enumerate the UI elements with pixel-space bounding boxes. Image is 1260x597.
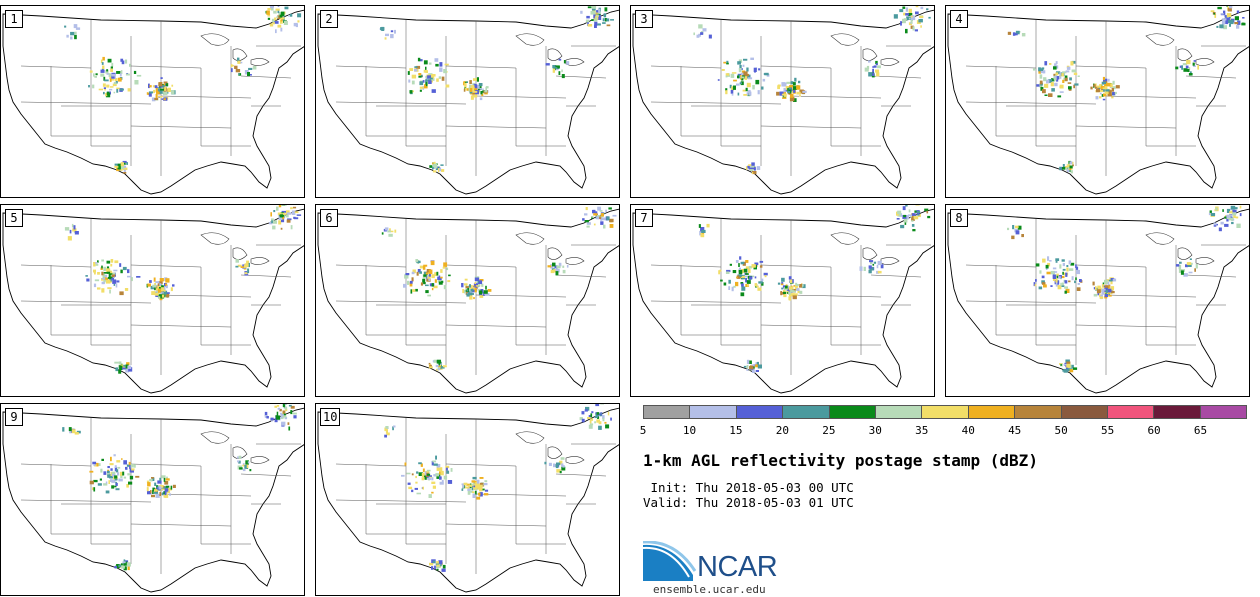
colorbar-segment	[690, 406, 737, 418]
reflectivity-map	[632, 6, 934, 195]
reflectivity-map	[317, 206, 619, 394]
colorbar-tick-label: 60	[1147, 424, 1161, 437]
colorbar-segment	[1061, 406, 1108, 418]
member-number: 8	[950, 209, 968, 227]
ncar-logo-icon	[643, 541, 697, 581]
website-url: ensemble.ucar.edu	[653, 583, 766, 596]
colorbar-segment	[1154, 406, 1201, 418]
stamp-panel-1: 1	[0, 5, 305, 198]
colorbar-segment	[736, 406, 784, 418]
colorbar-tick-label: 30	[868, 424, 882, 437]
member-number: 10	[320, 408, 341, 426]
colorbar-tick-label: 5	[639, 424, 647, 437]
member-number: 3	[635, 10, 653, 28]
stamp-panel-8: 8	[945, 204, 1250, 397]
member-number: 6	[320, 209, 338, 227]
reflectivity-map	[2, 205, 304, 394]
stamp-panel-10: 10	[315, 403, 620, 596]
member-number: 2	[320, 10, 338, 28]
valid-time: Valid: Thu 2018-05-03 01 UTC	[643, 495, 854, 510]
colorbar-tick-label: 35	[915, 424, 929, 437]
colorbar-tick-label: 45	[1008, 424, 1022, 437]
colorbar-segment	[922, 406, 969, 418]
colorbar-tick-label: 55	[1100, 424, 1115, 437]
plot-title: 1-km AGL reflectivity postage stamp (dBZ…	[643, 451, 1038, 470]
reflectivity-map	[317, 6, 619, 195]
colorbar-segment	[1015, 406, 1062, 418]
colorbar-tick-label: 65	[1193, 424, 1208, 437]
stamp-panel-9: 9	[0, 403, 305, 596]
colorbar-tick-label: 40	[961, 424, 975, 437]
member-number: 9	[5, 408, 23, 426]
colorbar	[643, 405, 1247, 419]
colorbar-segment	[1107, 406, 1155, 418]
logo-wordmark: NCAR	[697, 551, 778, 583]
colorbar-segment	[829, 406, 876, 418]
stamp-panel-5: 5	[0, 204, 305, 397]
member-number: 1	[5, 10, 23, 28]
reflectivity-map	[317, 404, 619, 593]
colorbar-tick-label: 20	[775, 424, 789, 437]
colorbar-tick-label: 15	[729, 424, 743, 437]
colorbar-tick-label: 10	[682, 424, 697, 437]
colorbar-segment	[968, 406, 1016, 418]
reflectivity-map	[947, 6, 1249, 195]
stamp-panel-3: 3	[630, 5, 935, 198]
colorbar-ticks: 5 10 15 20 25 30 35 40 45 50 55 60 65	[639, 424, 1247, 438]
stamp-panel-2: 2	[315, 5, 620, 198]
reflectivity-map	[2, 6, 304, 195]
member-number: 7	[635, 209, 653, 227]
colorbar-segment	[1200, 406, 1247, 418]
init-time: Init: Thu 2018-05-03 00 UTC	[643, 480, 854, 495]
member-number: 4	[950, 10, 968, 28]
stamp-panel-6: 6	[315, 204, 620, 397]
member-number: 5	[5, 209, 23, 227]
stamp-panel-7: 7	[630, 204, 935, 397]
colorbar-tick-label: 25	[822, 424, 836, 437]
stamp-panel-4: 4	[945, 5, 1250, 198]
reflectivity-map	[632, 205, 934, 394]
colorbar-segment	[644, 406, 691, 418]
colorbar-segment	[875, 406, 923, 418]
reflectivity-map	[947, 205, 1249, 394]
colorbar-tick-label: 50	[1054, 424, 1068, 437]
colorbar-segment	[783, 406, 830, 418]
reflectivity-map	[2, 404, 304, 593]
